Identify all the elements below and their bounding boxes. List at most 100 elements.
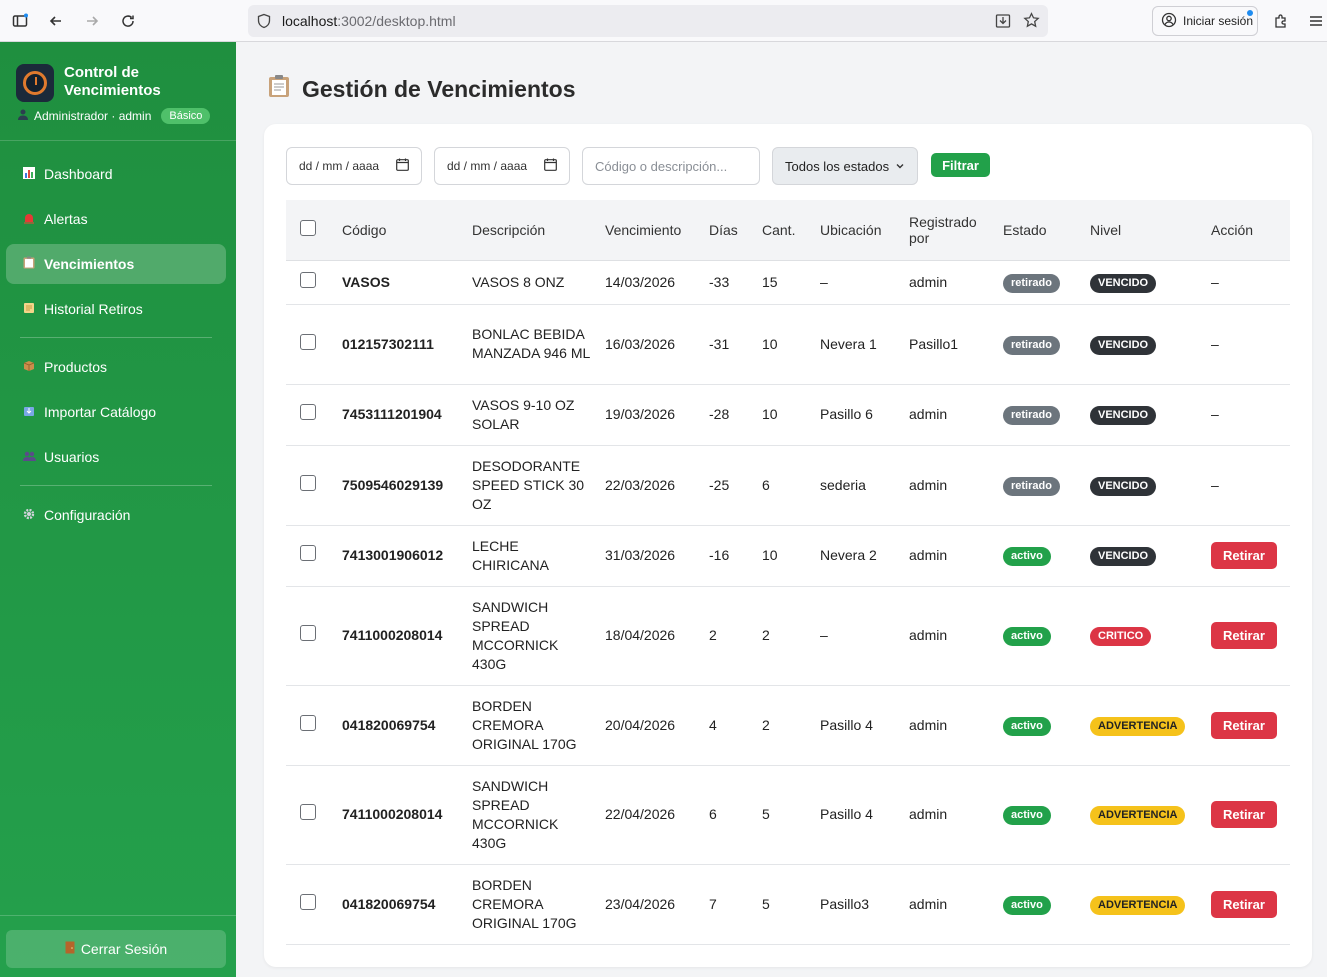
col-header[interactable]: Registrado por xyxy=(903,200,997,261)
quantity-cell: 2 xyxy=(756,586,814,686)
description-cell: LECHE CHIRICANA xyxy=(466,525,599,587)
code-cell: 7411000208014 xyxy=(336,765,466,865)
level-cell: VENCIDO xyxy=(1084,384,1205,446)
retirar-button[interactable]: Retirar xyxy=(1211,890,1277,918)
user-info: Administrador · admin Básico xyxy=(18,108,211,124)
search-input[interactable]: Código o descripción... xyxy=(582,147,760,185)
action-cell: Retirar xyxy=(1205,765,1290,865)
sidebar-item-label: Dashboard xyxy=(44,166,113,182)
back-icon[interactable] xyxy=(42,7,70,35)
filter-button[interactable]: Filtrar xyxy=(931,153,990,177)
row-checkbox[interactable] xyxy=(300,893,316,910)
logout-button[interactable]: Cerrar Sesión xyxy=(6,930,226,968)
page-title-text: Gestión de Vencimientos xyxy=(302,75,576,102)
url-path: :3002/desktop.html xyxy=(337,13,456,29)
sidebar-item-dashboard[interactable]: Dashboard xyxy=(6,154,226,194)
extensions-icon[interactable] xyxy=(1267,7,1295,35)
days-cell: 4 xyxy=(703,685,756,766)
row-checkbox[interactable] xyxy=(300,545,316,561)
sidebar-divider xyxy=(0,140,236,141)
sidebar-item-alertas[interactable]: Alertas xyxy=(6,199,226,239)
table-row: 041820069754 BORDEN CREMORA ORIGINAL 170G… xyxy=(286,685,1290,766)
registered-by-cell: admin xyxy=(903,685,997,766)
bookmark-star-icon[interactable] xyxy=(1023,12,1040,32)
days-cell: -25 xyxy=(703,445,756,526)
row-select-cell xyxy=(286,384,336,446)
description-cell: BORDEN CREMORA ORIGINAL 170G xyxy=(466,864,599,945)
download-page-icon[interactable] xyxy=(995,13,1011,32)
row-checkbox[interactable] xyxy=(300,404,316,420)
col-header[interactable]: Nivel xyxy=(1084,200,1205,261)
description-cell: BORDEN CREMORA ORIGINAL 170G xyxy=(466,685,599,766)
sidebar-item-label: Usuarios xyxy=(44,449,100,465)
retirar-button[interactable]: Retirar xyxy=(1211,801,1277,828)
col-header[interactable]: Estado xyxy=(997,200,1084,261)
table-row: 7411000208014 SANDWICH SPREAD MCCORNICK 4… xyxy=(286,765,1290,865)
chevron-down-icon xyxy=(895,159,905,174)
notification-dot xyxy=(1247,10,1253,16)
date-from-input[interactable]: dd / mm / aaaa xyxy=(286,147,422,185)
action-empty: – xyxy=(1211,273,1219,290)
date-to-input[interactable]: dd / mm / aaaa xyxy=(434,147,570,185)
status-badge: retirado xyxy=(1003,406,1060,425)
level-cell: ADVERTENCIA xyxy=(1084,685,1205,766)
description-cell: VASOS 8 ONZ xyxy=(466,260,599,305)
address-bar[interactable]: localhost:3002/desktop.html xyxy=(248,5,1048,37)
quantity-cell: 6 xyxy=(756,445,814,526)
row-checkbox[interactable] xyxy=(300,271,316,288)
level-badge: ADVERTENCIA xyxy=(1090,895,1186,915)
sidebar-toggle-icon[interactable] xyxy=(6,7,34,35)
retirar-button[interactable]: Retirar xyxy=(1211,622,1277,649)
retirar-button[interactable]: Retirar xyxy=(1211,711,1277,739)
days-cell: -16 xyxy=(703,525,756,587)
description-cell: SANDWICH SPREAD MCCORNICK 430G xyxy=(466,586,599,686)
status-badge: activo xyxy=(1003,547,1051,566)
registered-by-cell: admin xyxy=(903,445,997,526)
expiry-cell: 22/04/2026 xyxy=(599,765,703,865)
col-header[interactable]: Días xyxy=(703,200,756,261)
action-cell: Retirar xyxy=(1205,525,1290,587)
row-checkbox[interactable] xyxy=(300,804,316,820)
signin-label: Iniciar sesión xyxy=(1183,14,1254,28)
reload-icon[interactable] xyxy=(114,7,142,35)
col-header[interactable]: Código xyxy=(336,200,466,261)
expiry-cell: 16/03/2026 xyxy=(599,304,703,385)
sidebar-item-usuarios[interactable]: Usuarios xyxy=(6,437,226,477)
description-cell: DESODORANTE SPEED STICK 30 OZ xyxy=(466,445,599,526)
row-checkbox[interactable] xyxy=(300,474,316,491)
clipboard-icon xyxy=(22,256,36,272)
calendar-icon xyxy=(544,158,557,174)
row-checkbox[interactable] xyxy=(300,625,316,641)
forward-icon[interactable] xyxy=(78,7,106,35)
row-checkbox[interactable] xyxy=(300,714,316,731)
col-header[interactable]: Descripción xyxy=(466,200,599,261)
action-empty: – xyxy=(1211,335,1219,352)
retirar-button[interactable]: Retirar xyxy=(1211,542,1277,569)
col-header[interactable]: Vencimiento xyxy=(599,200,703,261)
action-cell: Retirar xyxy=(1205,864,1290,945)
user-icon xyxy=(18,109,28,123)
col-header[interactable]: Ubicación xyxy=(814,200,903,261)
row-checkbox[interactable] xyxy=(300,333,316,350)
signin-button[interactable]: Iniciar sesión xyxy=(1152,6,1258,36)
row-select-cell xyxy=(286,525,336,587)
status-select[interactable]: Todos los estados xyxy=(772,147,918,185)
sidebar-item-importar[interactable]: Importar Catálogo xyxy=(6,392,226,432)
door-icon xyxy=(65,941,75,957)
table-row: 7413001906012 LECHE CHIRICANA 31/03/2026 -1… xyxy=(286,525,1290,587)
sidebar-item-productos[interactable]: Productos xyxy=(6,347,226,387)
sidebar-item-historial[interactable]: Historial Retiros xyxy=(6,289,226,329)
col-header[interactable]: Acción xyxy=(1205,200,1290,261)
sidebar-item-configuracion[interactable]: Configuración xyxy=(6,495,226,535)
sidebar-item-vencimientos[interactable]: Vencimientos xyxy=(6,244,226,284)
select-all-checkbox[interactable] xyxy=(300,220,316,237)
gear-icon xyxy=(22,508,36,523)
action-cell: – xyxy=(1205,445,1290,526)
location-cell: Pasillo 4 xyxy=(814,685,903,766)
menu-icon[interactable] xyxy=(1302,7,1327,35)
col-header[interactable]: Cant. xyxy=(756,200,814,261)
level-cell: CRITICO xyxy=(1084,586,1205,686)
level-cell: ADVERTENCIA xyxy=(1084,864,1205,945)
row-select-cell xyxy=(286,586,336,686)
level-cell: VENCIDO xyxy=(1084,445,1205,526)
